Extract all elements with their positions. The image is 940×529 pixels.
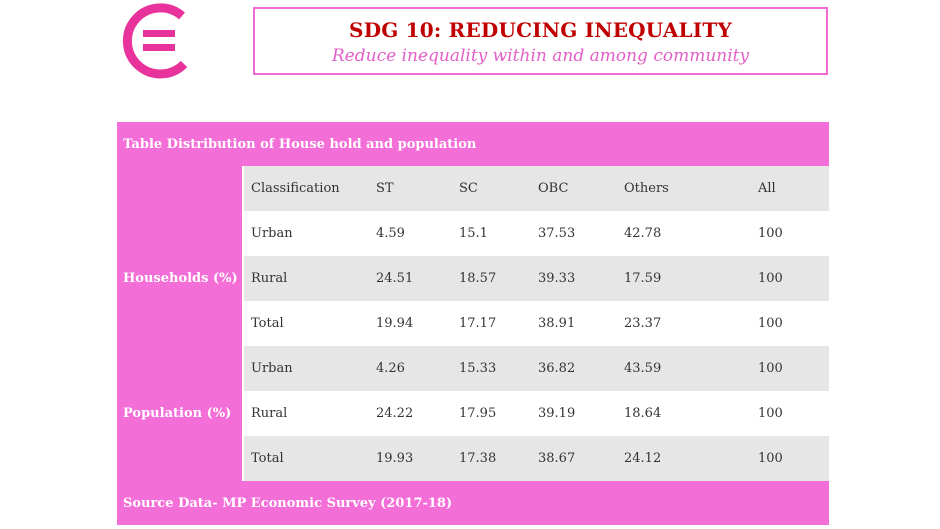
title-box: SDG 10: REDUCING INEQUALITY Reduce inequ… <box>253 7 828 75</box>
table-cell: Rural <box>243 256 369 301</box>
table-cell: 39.33 <box>531 256 617 301</box>
column-header: Classification <box>243 166 369 211</box>
table-source: Source Data- MP Economic Survey (2017-18… <box>117 481 830 525</box>
table-cell: 100 <box>751 256 830 301</box>
table-cell: Urban <box>243 211 369 256</box>
table-cell: 39.19 <box>531 391 617 436</box>
header-group-spacer <box>117 166 244 211</box>
column-header: All <box>751 166 830 211</box>
column-header: OBC <box>531 166 617 211</box>
table-cell: 100 <box>751 436 830 481</box>
table-caption-row: Table Distribution of House hold and pop… <box>117 122 830 166</box>
table-row: Rural 24.22 17.95 39.19 18.64 100 <box>117 391 830 436</box>
table-cell: 100 <box>751 301 830 346</box>
column-header: SC <box>452 166 531 211</box>
table-cell: Total <box>243 436 369 481</box>
table-row: Households (%) Urban 4.59 15.1 37.53 42.… <box>117 211 830 346</box>
table-cell: 18.64 <box>617 391 751 436</box>
table-cell: 24.51 <box>369 256 452 301</box>
group-label-households: Households (%) <box>117 211 244 346</box>
table-source-row: Source Data- MP Economic Survey (2017-18… <box>117 481 830 525</box>
table-cell: 24.22 <box>369 391 452 436</box>
table-header-row: Classification ST SC OBC Others All <box>117 166 830 211</box>
table-cell: 4.59 <box>369 211 452 256</box>
table-cell: 19.94 <box>369 301 452 346</box>
table-cell: 18.57 <box>452 256 531 301</box>
table-cell: 100 <box>751 391 830 436</box>
table-row: Population (%) Urban 4.26 15.33 36.82 43… <box>117 346 830 481</box>
equality-circle-icon <box>120 2 198 80</box>
table-cell: 100 <box>751 346 830 391</box>
table-cell: 38.91 <box>531 301 617 346</box>
table-cell: 42.78 <box>617 211 751 256</box>
table-cell: 17.95 <box>452 391 531 436</box>
column-header: ST <box>369 166 452 211</box>
table-cell: 23.37 <box>617 301 751 346</box>
table-cell: Total <box>243 301 369 346</box>
table-cell: Urban <box>243 346 369 391</box>
page-title: SDG 10: REDUCING INEQUALITY <box>349 18 732 42</box>
page-subtitle: Reduce inequality within and among commu… <box>331 46 750 66</box>
table-cell: 38.67 <box>531 436 617 481</box>
group-label-population: Population (%) <box>117 346 244 481</box>
table-cell: Rural <box>243 391 369 436</box>
table-cell: 24.12 <box>617 436 751 481</box>
table-cell: 15.33 <box>452 346 531 391</box>
distribution-table: Table Distribution of House hold and pop… <box>117 122 830 525</box>
table-cell: 37.53 <box>531 211 617 256</box>
table-cell: 17.38 <box>452 436 531 481</box>
table-cell: 43.59 <box>617 346 751 391</box>
table-row: Rural 24.51 18.57 39.33 17.59 100 <box>117 256 830 301</box>
table-cell: 19.93 <box>369 436 452 481</box>
table-cell: 17.17 <box>452 301 531 346</box>
table-caption: Table Distribution of House hold and pop… <box>117 122 830 166</box>
table-cell: 17.59 <box>617 256 751 301</box>
column-header: Others <box>617 166 751 211</box>
table-row: Total 19.93 17.38 38.67 24.12 100 <box>117 436 830 481</box>
table-cell: 36.82 <box>531 346 617 391</box>
table-cell: 4.26 <box>369 346 452 391</box>
table-row: Total 19.94 17.17 38.91 23.37 100 <box>117 301 830 346</box>
table-cell: 100 <box>751 211 830 256</box>
table-cell: 15.1 <box>452 211 531 256</box>
